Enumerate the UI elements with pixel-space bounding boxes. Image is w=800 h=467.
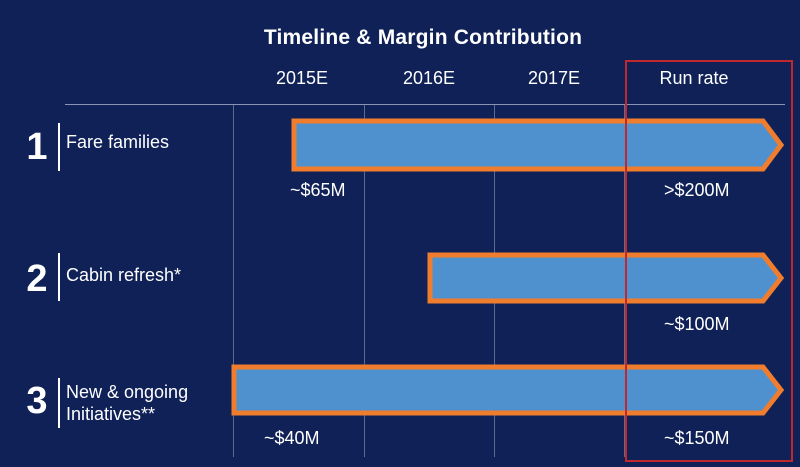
arrow-fare-families <box>291 118 785 172</box>
run-rate-highlight-box <box>625 60 793 462</box>
column-label-run-rate: Run rate <box>659 68 729 88</box>
chart-title: Timeline & Margin Contribution <box>263 26 583 49</box>
gridline-2015e <box>233 105 234 457</box>
column-label-2016e: 2016E <box>402 68 456 88</box>
value-cabin-refresh-run-rate: ~$100M <box>664 314 730 334</box>
row-label-new-ongoing-initiatives: New & ongoing Initiatives** <box>66 381 188 425</box>
column-label-2015e: 2015E <box>275 68 329 88</box>
header-divider <box>65 104 785 105</box>
column-label-2017e: 2017E <box>527 68 581 88</box>
arrow-cabin-refresh <box>427 252 785 304</box>
row-number-2: 2 <box>26 258 48 300</box>
arrow-new-ongoing-initiatives <box>231 364 785 416</box>
row-label-cabin-refresh: Cabin refresh* <box>66 265 182 285</box>
row-label-fare-families: Fare families <box>66 132 170 152</box>
row-divider-2 <box>58 253 60 301</box>
gridline-2016e <box>364 105 365 457</box>
row-divider-1 <box>58 123 60 171</box>
row-number-3: 3 <box>26 380 48 422</box>
row-label-line-1: New & ongoing <box>66 382 189 402</box>
row-divider-3 <box>58 378 60 428</box>
value-fare-families-start: ~$65M <box>290 180 346 200</box>
value-new-initiatives-run-rate: ~$150M <box>664 428 730 448</box>
row-label-line-2: Initiatives** <box>66 404 156 424</box>
row-number-1: 1 <box>26 126 48 168</box>
value-fare-families-run-rate: >$200M <box>664 180 730 200</box>
value-new-initiatives-start: ~$40M <box>264 428 320 448</box>
